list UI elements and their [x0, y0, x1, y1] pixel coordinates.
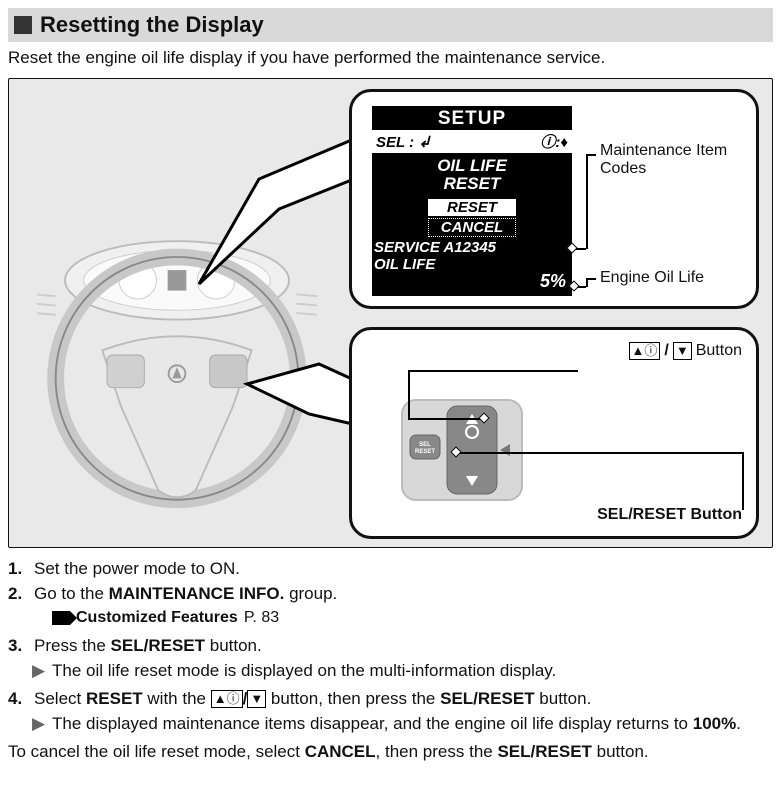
callout-line	[742, 452, 744, 510]
lcd-oil-life-percent: 5%	[540, 271, 566, 292]
section-heading-bar: Resetting the Display	[8, 8, 773, 42]
step-3-bold: SEL/RESET	[111, 636, 205, 655]
callout-line	[586, 278, 596, 280]
callout-engine-oil-life: Engine Oil Life	[600, 269, 750, 287]
step-4: Select RESET with the ▲ⓘ/▼ button, then …	[8, 688, 773, 711]
step-3-suffix: button.	[205, 636, 262, 655]
heading-square-icon	[14, 16, 32, 34]
cancel-note: To cancel the oil life reset mode, selec…	[8, 741, 773, 763]
step-4-sub-bold: 100%	[693, 714, 736, 733]
step-4-sel: SEL/RESET	[440, 689, 534, 708]
callout-line	[586, 154, 596, 156]
procedure-steps: Set the power mode to ON. Go to the MAIN…	[8, 558, 773, 606]
footer-cancel: CANCEL	[305, 742, 376, 761]
callout-line	[586, 154, 588, 249]
svg-text:SEL: SEL	[419, 442, 431, 448]
reference-arrow-icon	[52, 611, 70, 625]
callout-line	[578, 286, 586, 288]
step-4-c: button, then press the	[266, 689, 440, 708]
step-2-prefix: Go to the	[34, 584, 109, 603]
reference-title: Customized Features	[76, 608, 238, 629]
figure-container: SETUP SEL : ↲ ⓘ:♦ OIL LIFE RESET RESET C…	[8, 78, 773, 548]
info-icon: ⓘ	[540, 134, 555, 151]
callout-line	[408, 418, 480, 420]
step-3: Press the SEL/RESET button.	[8, 635, 773, 658]
step-4-a: Select	[34, 689, 86, 708]
down-key-icon: ▼	[673, 342, 692, 360]
callout-line	[576, 248, 586, 250]
step-2-suffix: group.	[284, 584, 337, 603]
callout-line	[408, 370, 410, 418]
callout-sel-reset-button: SEL/RESET Button	[597, 506, 742, 524]
reference-page: P. 83	[244, 608, 279, 629]
lcd-oil-life-line2: RESET	[444, 174, 501, 193]
step-4-b: with the	[143, 689, 211, 708]
footer-sel: SEL/RESET	[497, 742, 591, 761]
button-panel: SEL RESET ▲ⓘ/▼ Button SEL/RESET Button	[349, 327, 759, 539]
lcd-sel-label: SEL :	[376, 134, 414, 151]
footer-b: , then press the	[376, 742, 498, 761]
lcd-oil-life-reset: OIL LIFE RESET	[372, 157, 572, 193]
step-4-reset: RESET	[86, 689, 143, 708]
callout-up-down-button: ▲ⓘ/▼ Button	[629, 342, 742, 360]
step-2-reference: Customized Features P. 83	[8, 608, 773, 629]
procedure-steps-cont2: Select RESET with the ▲ⓘ/▼ button, then …	[8, 688, 773, 711]
callout-line	[408, 370, 578, 372]
up-info-key-icon: ▲ⓘ	[629, 342, 661, 360]
step-3-sub-text: The oil life reset mode is displayed on …	[52, 661, 556, 680]
step-3-substep: The oil life reset mode is displayed on …	[8, 660, 773, 682]
footer-c: button.	[592, 742, 649, 761]
step-2: Go to the MAINTENANCE INFO. group.	[8, 583, 773, 606]
intro-text: Reset the engine oil life display if you…	[8, 48, 773, 68]
lcd-setup-title: SETUP	[372, 106, 572, 130]
callout-line	[460, 452, 742, 454]
steering-button-pad: SEL RESET	[392, 390, 532, 510]
lcd-panel: SETUP SEL : ↲ ⓘ:♦ OIL LIFE RESET RESET C…	[349, 89, 759, 309]
enter-arrow-icon: ↲	[418, 134, 431, 151]
procedure-steps-cont: Press the SEL/RESET button.	[8, 635, 773, 658]
button-label-suffix: Button	[696, 342, 742, 360]
svg-text:RESET: RESET	[415, 449, 435, 455]
lcd-cancel-option: CANCEL	[428, 218, 516, 237]
pointer-to-lcd	[189, 119, 369, 299]
footer-a: To cancel the oil life reset mode, selec…	[8, 742, 305, 761]
lcd-oil-life-line1: OIL LIFE	[437, 156, 507, 175]
section-heading: Resetting the Display	[40, 12, 264, 38]
step-1: Set the power mode to ON.	[8, 558, 773, 581]
step-3-prefix: Press the	[34, 636, 111, 655]
lcd-service-code: SERVICE A12345	[372, 237, 572, 256]
lcd-sel-row: SEL : ↲ ⓘ:♦	[372, 130, 572, 153]
down-key-icon: ▼	[247, 690, 266, 708]
step-4-sub-b: .	[736, 714, 741, 733]
callout-maintenance-codes: Maintenance Item Codes	[600, 142, 750, 179]
lcd-screen: SETUP SEL : ↲ ⓘ:♦ OIL LIFE RESET RESET C…	[372, 106, 572, 296]
step-4-d: button.	[535, 689, 592, 708]
step-1-text: Set the power mode to ON.	[34, 559, 240, 578]
lcd-reset-option: RESET	[428, 199, 516, 216]
up-down-icon: ♦	[560, 134, 568, 151]
step-2-bold: MAINTENANCE INFO.	[109, 584, 285, 603]
step-4-sub-a: The displayed maintenance items disappea…	[52, 714, 693, 733]
step-4-substep: The displayed maintenance items disappea…	[8, 713, 773, 735]
up-info-key-icon: ▲ⓘ	[211, 690, 243, 708]
